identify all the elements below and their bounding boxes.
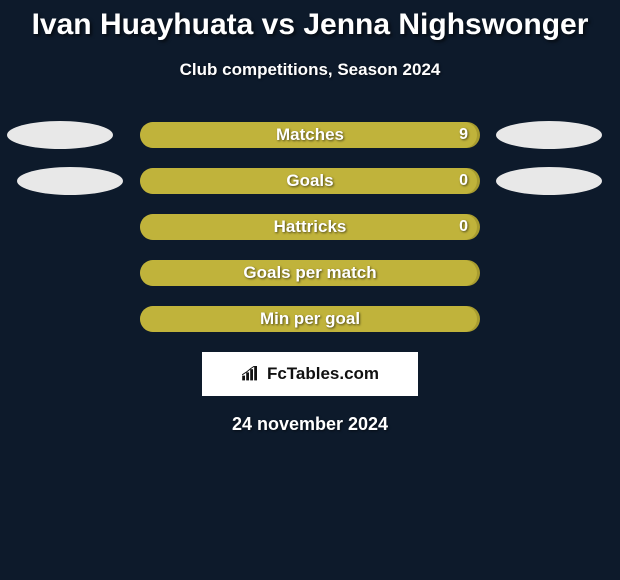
subtitle: Club competitions, Season 2024	[180, 60, 441, 80]
stat-bar: Hattricks 0	[140, 214, 480, 240]
stat-value: 0	[459, 218, 468, 236]
stat-bar: Goals 0	[140, 168, 480, 194]
stat-row: Goals per match	[0, 260, 620, 286]
stat-label: Matches	[276, 125, 344, 145]
right-ellipse	[496, 167, 602, 195]
stat-value: 9	[459, 126, 468, 144]
stat-row: Hattricks 0	[0, 214, 620, 240]
page-title: Ivan Huayhuata vs Jenna Nighswonger	[32, 8, 589, 42]
stat-label: Min per goal	[260, 309, 360, 329]
stat-value: 0	[459, 172, 468, 190]
right-ellipse	[496, 121, 602, 149]
logo-text: FcTables.com	[267, 364, 379, 384]
stat-label: Goals per match	[243, 263, 376, 283]
left-ellipse	[17, 167, 123, 195]
stat-label: Hattricks	[274, 217, 347, 237]
stat-row: Min per goal	[0, 306, 620, 332]
stat-row: Goals 0	[0, 168, 620, 194]
stat-bar: Goals per match	[140, 260, 480, 286]
logo-box: FcTables.com	[202, 352, 418, 396]
stat-bar: Matches 9	[140, 122, 480, 148]
date-text: 24 november 2024	[232, 414, 388, 435]
comparison-infographic: Ivan Huayhuata vs Jenna Nighswonger Club…	[0, 0, 620, 435]
left-ellipse	[7, 121, 113, 149]
stat-bar: Min per goal	[140, 306, 480, 332]
stat-label: Goals	[286, 171, 333, 191]
stats-rows: Matches 9 Goals 0 Hattricks 0 Goals per match M…	[0, 122, 620, 332]
chart-icon	[241, 366, 261, 382]
stat-row: Matches 9	[0, 122, 620, 148]
